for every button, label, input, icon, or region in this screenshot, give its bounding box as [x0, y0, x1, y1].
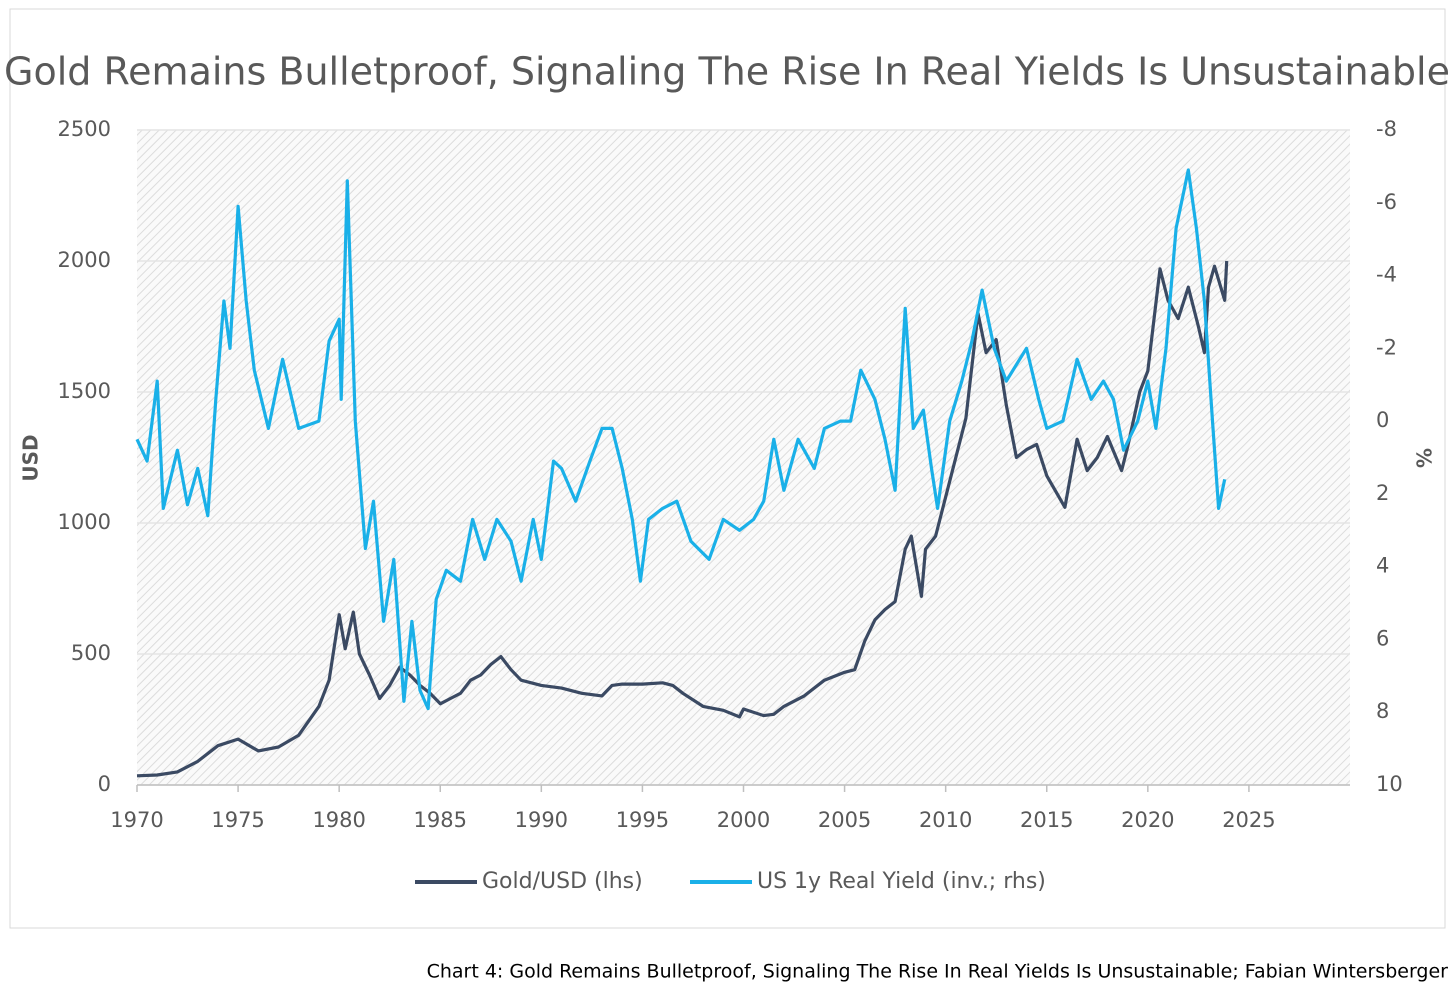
y2-tick-label: 4	[1376, 554, 1389, 578]
y2-tick-label: 8	[1376, 699, 1389, 723]
legend-label: US 1y Real Yield (inv.; rhs)	[757, 869, 1046, 894]
y-axis-label: USD	[19, 434, 43, 481]
x-tick-label: 2020	[1121, 808, 1174, 832]
x-tick-label: 1980	[312, 808, 365, 832]
y2-tick-label: 6	[1376, 626, 1389, 650]
y2-axis-label: %	[1412, 448, 1436, 468]
x-tick-label: 2000	[717, 808, 770, 832]
y-tick-label: 0	[98, 772, 111, 796]
x-tick-label: 1995	[616, 808, 669, 832]
x-tick-label: 1975	[211, 808, 264, 832]
x-tick-label: 1990	[515, 808, 568, 832]
y-tick-label: 500	[71, 641, 111, 665]
y-tick-label: 1500	[58, 379, 111, 403]
y2-tick-label: 0	[1376, 408, 1389, 432]
legend-label: Gold/USD (lhs)	[482, 869, 643, 894]
series-line	[135, 168, 1227, 711]
y-tick-label: 2000	[58, 248, 111, 272]
plot-area	[137, 130, 1350, 785]
caption: Chart 4: Gold Remains Bulletproof, Signa…	[427, 961, 1449, 983]
y-tick-label: 2500	[58, 117, 111, 141]
x-tick-label: 2025	[1222, 808, 1275, 832]
x-tick-label: 2010	[919, 808, 972, 832]
y-tick-label: 1000	[58, 510, 111, 534]
y2-tick-label: -2	[1376, 335, 1397, 359]
y2-tick-label: -8	[1376, 117, 1397, 141]
y2-tick-label: 10	[1376, 772, 1403, 796]
x-tick-label: 2015	[1020, 808, 1073, 832]
y2-tick-label: 2	[1376, 481, 1389, 505]
y2-tick-label: -6	[1376, 190, 1397, 214]
x-tick-label: 1970	[110, 808, 163, 832]
x-tick-label: 1985	[414, 808, 467, 832]
series-line	[136, 260, 1229, 778]
x-tick-label: 2005	[818, 808, 871, 832]
y2-tick-label: -4	[1376, 263, 1397, 287]
chart-title: Gold Remains Bulletproof, Signaling The …	[4, 50, 1450, 94]
